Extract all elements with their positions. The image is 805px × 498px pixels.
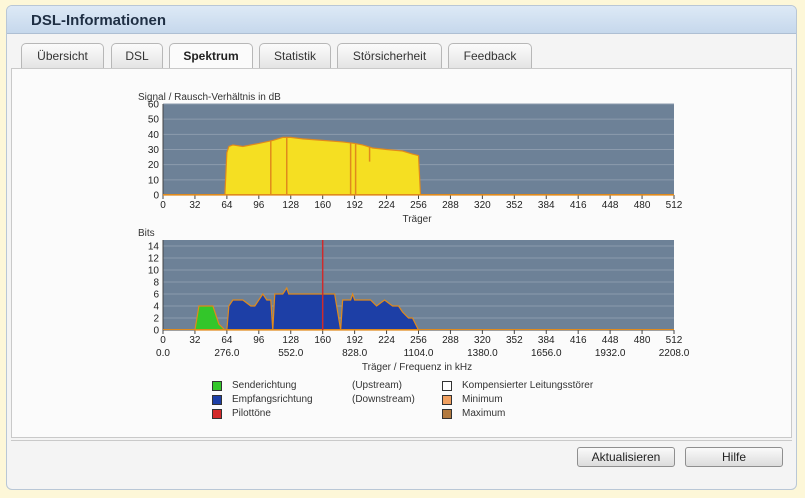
snr-ytick-label: 50 (148, 115, 160, 126)
snr-xtick-label: 448 (602, 200, 619, 211)
bits-xtick-label: 384 (538, 335, 555, 346)
bits-xtick-label: 0 (160, 335, 166, 346)
bits-xtick-label: 448 (602, 335, 619, 346)
tab-stoersicherheit[interactable]: Störsicherheit (337, 43, 442, 68)
snr-ytick-label: 10 (148, 175, 160, 186)
footer-bar (11, 440, 792, 487)
snr-xtick-label: 96 (253, 200, 265, 211)
legend-swatch-min (442, 395, 452, 405)
legend-note-downstream: (Downstream) (352, 394, 415, 405)
snr-ytick-label: 60 (148, 100, 160, 111)
snr-ytick-label: 20 (148, 160, 160, 171)
tab-dsl[interactable]: DSL (111, 43, 163, 68)
tab-statistik[interactable]: Statistik (259, 43, 331, 68)
tab-feedback[interactable]: Feedback (448, 43, 532, 68)
bits-xtick-label: 480 (634, 335, 651, 346)
bits-xtick-label: 224 (378, 335, 395, 346)
help-button[interactable]: Hilfe (685, 447, 783, 467)
bits-ytick-label: 14 (148, 242, 160, 253)
legend-label-max: Maximum (462, 408, 506, 419)
bits-ytick-label: 8 (153, 278, 159, 289)
legend-label-sender: Senderichtung (232, 380, 297, 391)
snr-ytick-label: 40 (148, 130, 160, 141)
bits-ytick-label: 2 (153, 314, 159, 325)
snr-xtick-label: 32 (189, 200, 201, 211)
bits-xtick-label: 128 (282, 335, 299, 346)
bits-freq-tick-label: 2208.0 (659, 348, 690, 359)
bits-xtick-label: 416 (570, 335, 587, 346)
snr-chart-ylabel: Signal / Rausch-Verhältnis in dB (138, 92, 281, 103)
legend-label-min: Minimum (462, 394, 503, 405)
bits-xtick-label: 64 (221, 335, 233, 346)
snr-xtick-label: 0 (160, 200, 166, 211)
legend-swatch-pilot (212, 409, 222, 419)
bits-freq-tick-label: 0.0 (156, 348, 170, 359)
snr-xtick-label: 288 (442, 200, 459, 211)
bits-xtick-label: 352 (506, 335, 523, 346)
bits-xtick-label: 32 (189, 335, 201, 346)
snr-xtick-label: 416 (570, 200, 587, 211)
tab-uebersicht[interactable]: Übersicht (21, 43, 104, 68)
snr-xtick-label: 256 (410, 200, 427, 211)
bits-freq-tick-label: 552.0 (278, 348, 303, 359)
bits-xtick-label: 192 (346, 335, 363, 346)
bits-freq-tick-label: 828.0 (342, 348, 367, 359)
bits-xtick-label: 96 (253, 335, 265, 346)
title-bar: DSL-Informationen (7, 6, 796, 34)
window-title: DSL-Informationen (31, 12, 166, 29)
legend-note-upstream: (Upstream) (352, 380, 403, 391)
refresh-button[interactable]: Aktualisieren (577, 447, 675, 467)
snr-ytick-label: 0 (153, 191, 159, 202)
snr-xtick-label: 160 (314, 200, 331, 211)
bits-chart-xlabel: Träger / Frequenz in kHz (362, 362, 472, 373)
bits-ytick-label: 6 (153, 290, 159, 301)
snr-xtick-label: 480 (634, 200, 651, 211)
legend-swatch-sender (212, 381, 222, 391)
legend-label-comp: Kompensierter Leitungsstörer (462, 380, 594, 391)
legend-swatch-max (442, 409, 452, 419)
bits-xtick-label: 320 (474, 335, 491, 346)
legend-swatch-receiver (212, 395, 222, 405)
legend-swatch-comp (442, 381, 452, 391)
bits-freq-tick-label: 1656.0 (531, 348, 562, 359)
snr-xtick-label: 384 (538, 200, 555, 211)
bits-xtick-label: 288 (442, 335, 459, 346)
bits-ytick-label: 12 (148, 254, 160, 265)
snr-xtick-label: 128 (282, 200, 299, 211)
snr-xtick-label: 224 (378, 200, 395, 211)
bits-freq-tick-label: 1932.0 (595, 348, 626, 359)
snr-xtick-label: 320 (474, 200, 491, 211)
snr-xtick-label: 352 (506, 200, 523, 211)
bits-ytick-label: 0 (153, 326, 159, 337)
bits-freq-tick-label: 1104.0 (404, 348, 434, 359)
bits-ytick-label: 10 (148, 266, 160, 277)
snr-xtick-label: 192 (346, 200, 363, 211)
snr-ytick-label: 30 (148, 145, 160, 156)
bits-chart-ylabel: Bits (138, 228, 155, 239)
bits-freq-tick-label: 276.0 (214, 348, 239, 359)
tab-spektrum[interactable]: Spektrum (169, 43, 253, 70)
bits-xtick-label: 256 (410, 335, 427, 346)
legend-label-pilot: Pilottöne (232, 408, 271, 419)
legend-label-receiver: Empfangsrichtung (232, 394, 313, 405)
snr-xtick-label: 64 (221, 200, 233, 211)
snr-area (163, 136, 674, 196)
bits-ytick-label: 4 (153, 302, 159, 313)
bits-xtick-label: 512 (666, 335, 683, 346)
snr-xtick-label: 512 (666, 200, 683, 211)
snr-chart-xlabel: Träger (402, 214, 432, 225)
bits-xtick-label: 160 (314, 335, 331, 346)
bits-freq-tick-label: 1380.0 (467, 348, 498, 359)
